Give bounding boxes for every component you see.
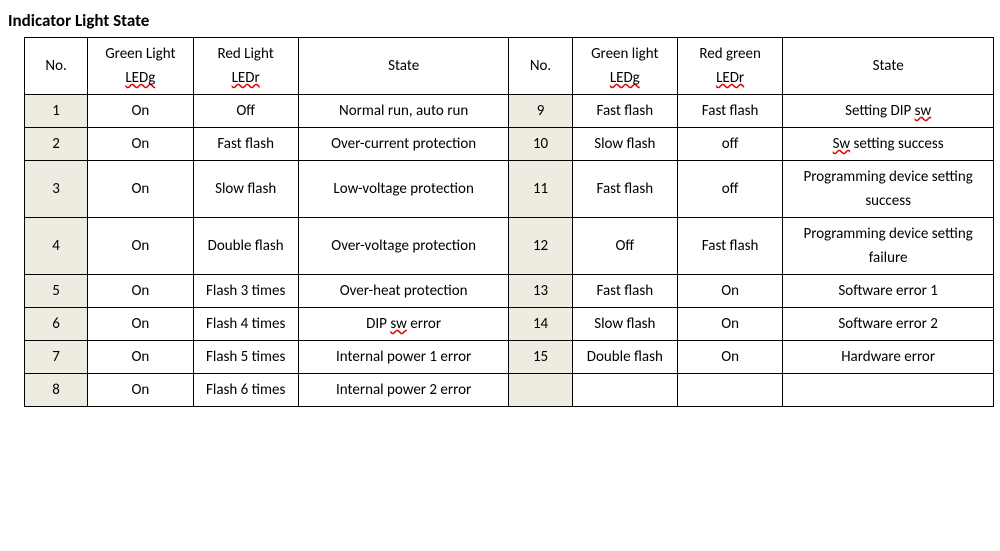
cell: Setting DIP sw [783, 95, 994, 128]
cell: On [88, 128, 193, 161]
cell: 11 [509, 161, 572, 218]
hdr-red-2-line2: LEDr [716, 69, 744, 87]
cell: Programming device setting failure [783, 218, 994, 275]
table-row: 4OnDouble flashOver-voltage protection12… [25, 218, 994, 275]
table-header: No. Green Light LEDg Red Light LEDr Stat… [25, 38, 994, 95]
cell: On [677, 308, 782, 341]
cell: 13 [509, 275, 572, 308]
cell: 5 [25, 275, 88, 308]
cell: On [88, 374, 193, 407]
cell: On [88, 308, 193, 341]
cell [783, 374, 994, 407]
hdr-state-2: State [783, 38, 994, 95]
cell: Slow flash [572, 308, 677, 341]
cell: Fast flash [193, 128, 298, 161]
cell [572, 374, 677, 407]
table-row: 5OnFlash 3 timesOver-heat protection13Fa… [25, 275, 994, 308]
cell: 6 [25, 308, 88, 341]
cell: Software error 2 [783, 308, 994, 341]
cell: On [88, 95, 193, 128]
cell: Software error 1 [783, 275, 994, 308]
cell: Sw setting success [783, 128, 994, 161]
hdr-red-2-line1: Red green [699, 45, 761, 63]
cell: Over-voltage protection [298, 218, 509, 275]
cell: 8 [25, 374, 88, 407]
hdr-red-1-line1: Red Light [218, 45, 274, 63]
table-row: 1OnOffNormal run, auto run9Fast flashFas… [25, 95, 994, 128]
cell: 15 [509, 341, 572, 374]
cell: On [88, 218, 193, 275]
cell: Low-voltage protection [298, 161, 509, 218]
cell: 10 [509, 128, 572, 161]
cell: On [88, 161, 193, 218]
cell: Hardware error [783, 341, 994, 374]
cell: Off [193, 95, 298, 128]
hdr-no-1: No. [25, 38, 88, 95]
hdr-green-2-line1: Green light [591, 45, 658, 63]
cell: On [88, 341, 193, 374]
table-row: 8OnFlash 6 timesInternal power 2 error [25, 374, 994, 407]
cell: 14 [509, 308, 572, 341]
table-row: 3OnSlow flashLow-voltage protection11Fas… [25, 161, 994, 218]
cell: 7 [25, 341, 88, 374]
hdr-red-1-line2: LEDr [232, 69, 260, 87]
hdr-red-1: Red Light LEDr [193, 38, 298, 95]
cell: Fast flash [677, 218, 782, 275]
cell: Flash 6 times [193, 374, 298, 407]
hdr-green-1-line1: Green Light [105, 45, 175, 63]
table-row: 2OnFast flashOver-current protection10Sl… [25, 128, 994, 161]
cell: On [677, 275, 782, 308]
cell: 12 [509, 218, 572, 275]
cell: Fast flash [572, 275, 677, 308]
cell: 1 [25, 95, 88, 128]
table-body: 1OnOffNormal run, auto run9Fast flashFas… [25, 95, 994, 407]
cell: 9 [509, 95, 572, 128]
cell: Internal power 1 error [298, 341, 509, 374]
cell: 4 [25, 218, 88, 275]
cell: Fast flash [677, 95, 782, 128]
hdr-green-2: Green light LEDg [572, 38, 677, 95]
cell: Double flash [193, 218, 298, 275]
cell: Programming device setting success [783, 161, 994, 218]
table-row: 7OnFlash 5 timesInternal power 1 error15… [25, 341, 994, 374]
cell [509, 374, 572, 407]
cell: off [677, 161, 782, 218]
led-state-table: No. Green Light LEDg Red Light LEDr Stat… [24, 37, 994, 407]
table-row: 6OnFlash 4 timesDIP sw error14Slow flash… [25, 308, 994, 341]
cell: Flash 3 times [193, 275, 298, 308]
cell: Flash 4 times [193, 308, 298, 341]
cell: Fast flash [572, 161, 677, 218]
cell: Off [572, 218, 677, 275]
cell: Over-heat protection [298, 275, 509, 308]
hdr-no-2: No. [509, 38, 572, 95]
cell: DIP sw error [298, 308, 509, 341]
page-title: Indicator Light State [8, 10, 990, 31]
cell: 2 [25, 128, 88, 161]
cell: Flash 5 times [193, 341, 298, 374]
hdr-green-1-line2: LEDg [125, 69, 155, 87]
cell: 3 [25, 161, 88, 218]
cell: Fast flash [572, 95, 677, 128]
hdr-green-1: Green Light LEDg [88, 38, 193, 95]
cell: Slow flash [193, 161, 298, 218]
hdr-green-2-line2: LEDg [610, 69, 640, 87]
cell: Double flash [572, 341, 677, 374]
cell: Over-current protection [298, 128, 509, 161]
cell: On [88, 275, 193, 308]
hdr-red-2: Red green LEDr [677, 38, 782, 95]
cell: off [677, 128, 782, 161]
cell: On [677, 341, 782, 374]
cell: Normal run, auto run [298, 95, 509, 128]
hdr-state-1: State [298, 38, 509, 95]
cell: Slow flash [572, 128, 677, 161]
cell: Internal power 2 error [298, 374, 509, 407]
cell [677, 374, 782, 407]
